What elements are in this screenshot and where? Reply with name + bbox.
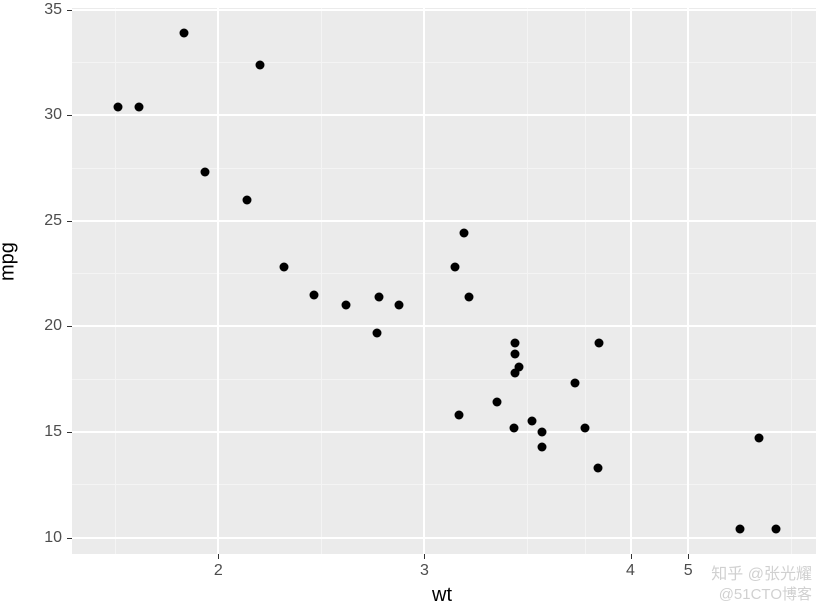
data-point (464, 292, 473, 301)
data-point (492, 398, 501, 407)
data-point (310, 290, 319, 299)
x-tick-label: 2 (214, 562, 223, 580)
data-point (459, 229, 468, 238)
data-point (537, 442, 546, 451)
y-tick-label: 15 (0, 423, 62, 441)
data-point (394, 301, 403, 310)
data-point (113, 102, 122, 111)
data-point (375, 292, 384, 301)
grid-minor-h (72, 62, 816, 63)
grid-minor-v (321, 8, 322, 554)
y-tick-label: 35 (0, 1, 62, 19)
grid-minor-v (527, 8, 528, 554)
grid-minor-v (585, 8, 586, 554)
grid-minor-v (791, 8, 792, 554)
data-point (511, 349, 520, 358)
y-tick-mark (67, 221, 72, 222)
data-point (134, 102, 143, 111)
data-point (511, 339, 520, 348)
y-tick-mark (67, 326, 72, 327)
grid-major-h (72, 537, 816, 539)
grid-major-v (217, 8, 219, 554)
grid-major-v (423, 8, 425, 554)
data-point (581, 423, 590, 432)
data-point (451, 263, 460, 272)
y-axis-label: mpg (0, 242, 20, 281)
data-point (243, 195, 252, 204)
y-tick-mark (67, 115, 72, 116)
y-tick-mark (67, 538, 72, 539)
grid-minor-v (115, 8, 116, 554)
data-point (537, 427, 546, 436)
grid-major-h (72, 431, 816, 433)
grid-major-v (687, 8, 689, 554)
scatter-chart: wt mpg 知乎 @张光耀 @51CTO博客 10 15 20 25 30 35 2 3 4 5 (0, 0, 824, 614)
y-tick-label: 30 (0, 106, 62, 124)
grid-minor-h (72, 379, 816, 380)
data-point (527, 417, 536, 426)
x-tick-mark (631, 554, 632, 559)
grid-major-h (72, 325, 816, 327)
x-axis-label: wt (432, 584, 452, 607)
data-point (255, 60, 264, 69)
y-tick-label: 20 (0, 317, 62, 335)
data-point (511, 368, 520, 377)
data-point (593, 463, 602, 472)
data-point (200, 168, 209, 177)
grid-minor-h (72, 484, 816, 485)
data-point (594, 339, 603, 348)
x-tick-label: 4 (626, 562, 635, 580)
x-tick-mark (218, 554, 219, 559)
data-point (455, 411, 464, 420)
grid-major-h (72, 9, 816, 11)
x-tick-label: 3 (420, 562, 429, 580)
watermark-line-1: 知乎 @张光耀 (711, 560, 812, 584)
grid-minor-h (72, 168, 816, 169)
y-tick-label: 25 (0, 212, 62, 230)
data-point (280, 263, 289, 272)
data-point (771, 525, 780, 534)
y-tick-mark (67, 10, 72, 11)
y-tick-mark (67, 432, 72, 433)
data-point (570, 379, 579, 388)
x-tick-mark (424, 554, 425, 559)
data-point (755, 434, 764, 443)
data-point (735, 525, 744, 534)
data-point (180, 28, 189, 37)
y-tick-label: 10 (0, 529, 62, 547)
grid-major-h (72, 220, 816, 222)
data-point (342, 301, 351, 310)
x-tick-label: 5 (684, 562, 693, 580)
x-tick-mark (688, 554, 689, 559)
data-point (373, 328, 382, 337)
data-point (510, 423, 519, 432)
watermark-line-2: @51CTO博客 (719, 583, 812, 604)
grid-major-h (72, 114, 816, 116)
grid-major-v (630, 8, 632, 554)
plot-panel (72, 8, 816, 554)
grid-minor-h (72, 273, 816, 274)
